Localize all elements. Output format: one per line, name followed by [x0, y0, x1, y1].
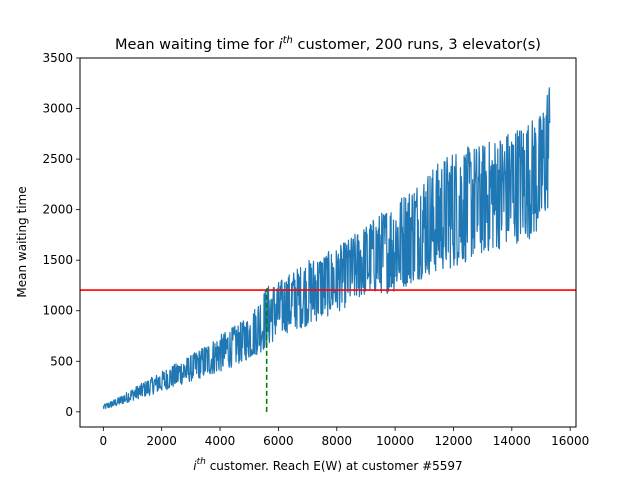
chart-title-prefix: Mean waiting time for: [115, 37, 279, 53]
chart-title-var: i: [279, 37, 283, 53]
x-tick-label-1: 2000: [146, 434, 177, 448]
x-tick-label-5: 10000: [376, 434, 414, 448]
chart-title-suffix: customer, 200 runs, 3 elevator(s): [293, 37, 541, 53]
x-axis-label-var: i: [193, 459, 197, 473]
x-axis-label: ith customer. Reach E(W) at customer #55…: [193, 457, 462, 473]
x-axis-ticks: 0 2000 4000 6000 8000 10000 12000 14000 16000: [100, 427, 589, 448]
y-axis-label: Mean waiting time: [15, 186, 29, 297]
y-tick-label-7: 3500: [42, 51, 73, 65]
series-line-0: [102, 87, 551, 410]
x-tick-label-4: 8000: [321, 434, 352, 448]
x-tick-label-2: 4000: [205, 434, 236, 448]
reference-lines: [80, 288, 576, 412]
y-tick-label-3: 1500: [42, 253, 73, 267]
x-axis-label-suffix: customer. Reach E(W) at customer #5597: [206, 459, 463, 473]
series-layer: [102, 87, 551, 410]
y-tick-label-2: 1000: [42, 304, 73, 318]
y-tick-label-1: 500: [50, 354, 73, 368]
x-tick-label-6: 12000: [434, 434, 472, 448]
y-tick-label-6: 3000: [42, 102, 73, 116]
x-tick-label-8: 16000: [551, 434, 589, 448]
y-tick-label-0: 0: [65, 405, 73, 419]
y-tick-label-4: 2000: [42, 203, 73, 217]
x-tick-label-3: 6000: [263, 434, 294, 448]
y-tick-label-5: 2500: [42, 152, 73, 166]
x-axis-label-sup: th: [197, 457, 207, 467]
chart-title: Mean waiting time for ith customer, 200 …: [115, 35, 541, 53]
x-tick-label-0: 0: [100, 434, 108, 448]
plot-frame: [79, 57, 577, 428]
chart-title-sup: th: [283, 35, 293, 46]
y-axis-ticks: 0 500 1000 1500 2000 2500 3000 3500: [42, 51, 80, 419]
x-tick-label-7: 14000: [493, 434, 531, 448]
